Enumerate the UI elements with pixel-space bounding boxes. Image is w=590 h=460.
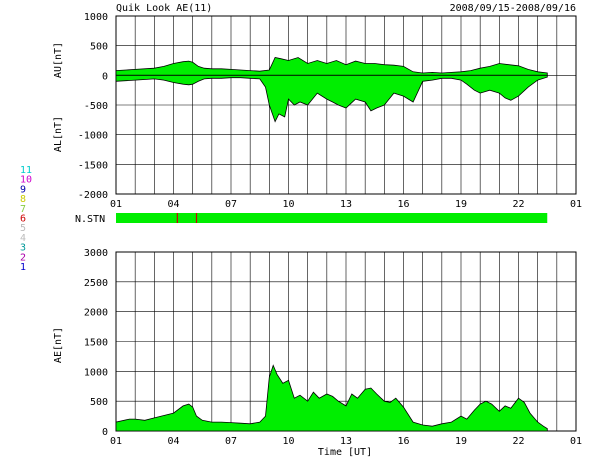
ae-panel: 3000 2500 2000 1500 1000 500 0 01 04 07 10 13 16 19 2… bbox=[53, 248, 582, 458]
station-legend-item: 1 bbox=[20, 262, 26, 273]
station-legend-item: 10 bbox=[20, 175, 32, 186]
y-tick-label: 2000 bbox=[84, 308, 108, 319]
y-tick-label: 1500 bbox=[84, 338, 108, 349]
station-legend-item: 6 bbox=[20, 214, 26, 225]
y-tick-label: -1500 bbox=[78, 160, 108, 171]
x-tick-label: 22 bbox=[512, 199, 524, 210]
y-tick-label: 2500 bbox=[84, 278, 108, 289]
x-tick-label: 13 bbox=[340, 199, 352, 210]
y-tick-label: 1000 bbox=[84, 367, 108, 378]
y-tick-label: -1000 bbox=[78, 131, 108, 142]
station-legend-item: 2 bbox=[20, 252, 26, 263]
y-tick-label: 3000 bbox=[84, 248, 108, 259]
x-tick-label: 07 bbox=[225, 436, 237, 447]
x-tick-label: 01 bbox=[110, 199, 122, 210]
y-tick-label: -2000 bbox=[78, 190, 108, 201]
x-tick-label: 04 bbox=[167, 199, 179, 210]
station-legend-item: 8 bbox=[20, 194, 26, 205]
x-tick-label: 01 bbox=[570, 436, 582, 447]
x-tick-label: 16 bbox=[397, 436, 409, 447]
y-tick-label: 1000 bbox=[84, 12, 108, 23]
ae-x-ticks: 01 04 07 10 13 16 19 22 01 bbox=[110, 436, 582, 447]
x-tick-label: 07 bbox=[225, 199, 237, 210]
chart-title: Quik Look AE(11) bbox=[116, 3, 212, 14]
station-legend-item: 11 bbox=[20, 165, 32, 176]
x-tick-label: 19 bbox=[455, 436, 467, 447]
x-tick-label: 04 bbox=[167, 436, 179, 447]
x-tick-label: 10 bbox=[282, 436, 294, 447]
al-axis-label: AL[nT] bbox=[53, 116, 64, 152]
y-tick-label: 0 bbox=[102, 71, 108, 82]
station-legend-item: 4 bbox=[20, 233, 26, 244]
time-axis-label: Time [UT] bbox=[318, 447, 372, 458]
x-tick-label: 10 bbox=[282, 199, 294, 210]
station-legend-item: 9 bbox=[20, 184, 26, 195]
date-range: 2008/09/15-2008/09/16 bbox=[450, 3, 576, 14]
plot-frame bbox=[115, 15, 577, 195]
y-tick-label: 500 bbox=[90, 397, 108, 408]
au-axis-label: AU[nT] bbox=[53, 42, 64, 78]
x-tick-label: 01 bbox=[570, 199, 582, 210]
au-al-x-ticks: 01 04 07 10 13 16 19 22 01 bbox=[110, 199, 582, 210]
x-tick-label: 19 bbox=[455, 199, 467, 210]
au-area bbox=[115, 57, 548, 76]
nstn-label: N.STN bbox=[75, 214, 105, 225]
station-legend-item: 5 bbox=[20, 223, 26, 234]
station-legend-item: 7 bbox=[20, 204, 26, 215]
station-legend-item: 3 bbox=[20, 243, 26, 254]
ae-grid bbox=[115, 251, 577, 432]
au-al-fill bbox=[115, 57, 548, 123]
x-tick-label: 01 bbox=[110, 436, 122, 447]
y-tick-label: 500 bbox=[90, 42, 108, 53]
ae-area bbox=[115, 364, 548, 432]
ae-y-ticks: 3000 2500 2000 1500 1000 500 0 bbox=[84, 248, 108, 438]
x-tick-label: 16 bbox=[397, 199, 409, 210]
nstn-bar-group bbox=[116, 213, 548, 223]
nstn-bar bbox=[116, 213, 548, 223]
nstn-panel: N.STN bbox=[75, 213, 548, 225]
au-al-y-ticks: 1000 500 0 -500 -1000 -1500 -2000 bbox=[78, 12, 108, 201]
al-area bbox=[115, 74, 548, 123]
y-tick-label: -500 bbox=[84, 101, 108, 112]
au-al-panel: 1000 500 0 -500 -1000 -1500 -2000 01 04 07 10 13 16… bbox=[53, 12, 582, 210]
ae-axis-label: AE[nT] bbox=[53, 327, 64, 363]
y-tick-label: 0 bbox=[102, 427, 108, 438]
ae-fill bbox=[115, 364, 548, 432]
x-tick-label: 22 bbox=[512, 436, 524, 447]
x-tick-label: 13 bbox=[340, 436, 352, 447]
